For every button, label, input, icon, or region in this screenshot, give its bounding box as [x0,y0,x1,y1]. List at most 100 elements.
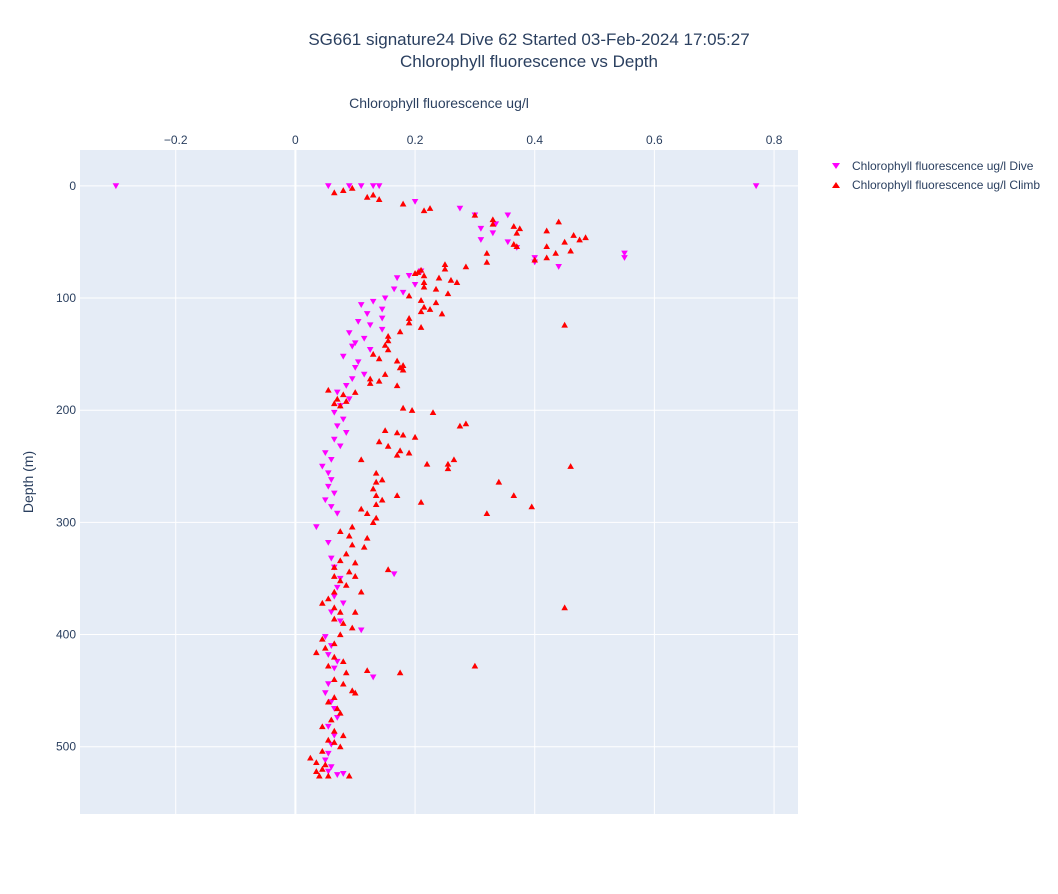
climb-point[interactable] [444,460,452,467]
climb-point[interactable] [450,456,458,463]
dive-point[interactable] [489,230,497,237]
climb-point[interactable] [444,290,452,297]
climb-point[interactable] [330,640,338,647]
climb-point[interactable] [336,743,344,750]
climb-point[interactable] [399,366,407,373]
climb-point[interactable] [319,765,326,772]
climb-point[interactable] [489,220,497,227]
climb-point[interactable] [360,543,368,550]
climb-point[interactable] [357,505,365,512]
climb-point[interactable] [351,573,359,579]
dive-point[interactable] [328,699,335,706]
climb-point[interactable] [453,279,461,285]
dive-point[interactable] [354,319,362,325]
climb-point[interactable] [381,427,389,434]
climb-point[interactable] [552,249,559,256]
climb-point[interactable] [319,723,326,730]
climb-point[interactable] [325,595,332,602]
dive-point[interactable] [322,450,329,457]
climb-point[interactable] [369,519,377,525]
climb-point[interactable] [396,669,404,676]
dive-point[interactable] [360,335,368,342]
dive-point[interactable] [348,343,356,350]
climb-point[interactable] [351,608,359,615]
dive-point[interactable] [375,183,383,190]
climb-point[interactable] [456,422,464,429]
climb-point[interactable] [417,324,425,330]
climb-point[interactable] [483,258,491,265]
climb-point[interactable] [336,577,344,584]
dive-point[interactable] [325,183,332,190]
climb-point[interactable] [339,391,347,398]
dive-point[interactable] [328,456,335,463]
climb-point[interactable] [330,400,338,407]
climb-point[interactable] [336,402,344,409]
climb-point[interactable] [372,514,380,521]
climb-point[interactable] [342,581,350,588]
dive-point[interactable] [333,510,341,517]
climb-point[interactable] [384,566,392,573]
climb-point[interactable] [351,559,359,566]
dive-point[interactable] [333,584,341,591]
dive-point[interactable] [752,183,760,190]
climb-point[interactable] [330,694,338,700]
climb-point[interactable] [483,249,491,256]
dive-point[interactable] [330,732,338,739]
climb-point[interactable] [405,315,413,321]
climb-point[interactable] [342,550,350,557]
dive-point[interactable] [112,183,120,190]
dive-point[interactable] [342,430,350,436]
dive-point[interactable] [339,600,347,607]
climb-point[interactable] [432,299,440,306]
climb-point[interactable] [543,254,550,261]
dive-point[interactable] [330,490,338,497]
dive-point[interactable] [322,690,329,697]
climb-point[interactable] [322,644,329,651]
climb-point[interactable] [307,754,314,761]
climb-point[interactable] [381,341,389,348]
dive-point[interactable] [325,470,332,477]
climb-point[interactable] [543,243,550,250]
climb-point[interactable] [330,564,338,570]
climb-point[interactable] [417,498,425,505]
dive-point[interactable] [477,237,485,243]
climb-point[interactable] [423,460,431,467]
dive-point[interactable] [313,524,320,531]
climb-point[interactable] [531,256,539,263]
dive-point[interactable] [333,423,341,430]
dive-point[interactable] [504,239,512,246]
climb-point[interactable] [330,653,338,660]
climb-point[interactable] [510,492,518,499]
climb-point[interactable] [330,676,338,683]
climb-point[interactable] [345,568,353,575]
dive-point[interactable] [333,714,341,721]
climb-point[interactable] [348,523,356,530]
dive-point[interactable] [325,768,332,775]
climb-point[interactable] [384,337,392,344]
dive-point[interactable] [621,250,628,257]
climb-point[interactable] [420,272,428,279]
dive-point[interactable] [405,273,413,279]
climb-point[interactable] [426,306,434,312]
climb-point[interactable] [366,375,374,382]
climb-point[interactable] [330,588,338,595]
climb-point[interactable] [339,680,347,687]
climb-point[interactable] [339,620,347,626]
climb-point[interactable] [384,332,392,339]
dive-point[interactable] [456,205,464,212]
climb-point[interactable] [417,266,425,273]
dive-point[interactable] [411,281,419,288]
dive-point[interactable] [351,364,359,371]
dive-point[interactable] [357,302,365,308]
climb-point[interactable] [369,485,377,492]
climb-point[interactable] [411,270,419,276]
dive-point[interactable] [322,757,329,764]
dive-point[interactable] [325,652,332,658]
climb-point[interactable] [333,395,341,402]
climb-point[interactable] [471,211,479,218]
dive-point[interactable] [333,389,341,396]
climb-point[interactable] [363,667,371,674]
dive-point[interactable] [333,658,341,665]
dive-point[interactable] [351,340,359,347]
climb-point[interactable] [393,451,401,458]
